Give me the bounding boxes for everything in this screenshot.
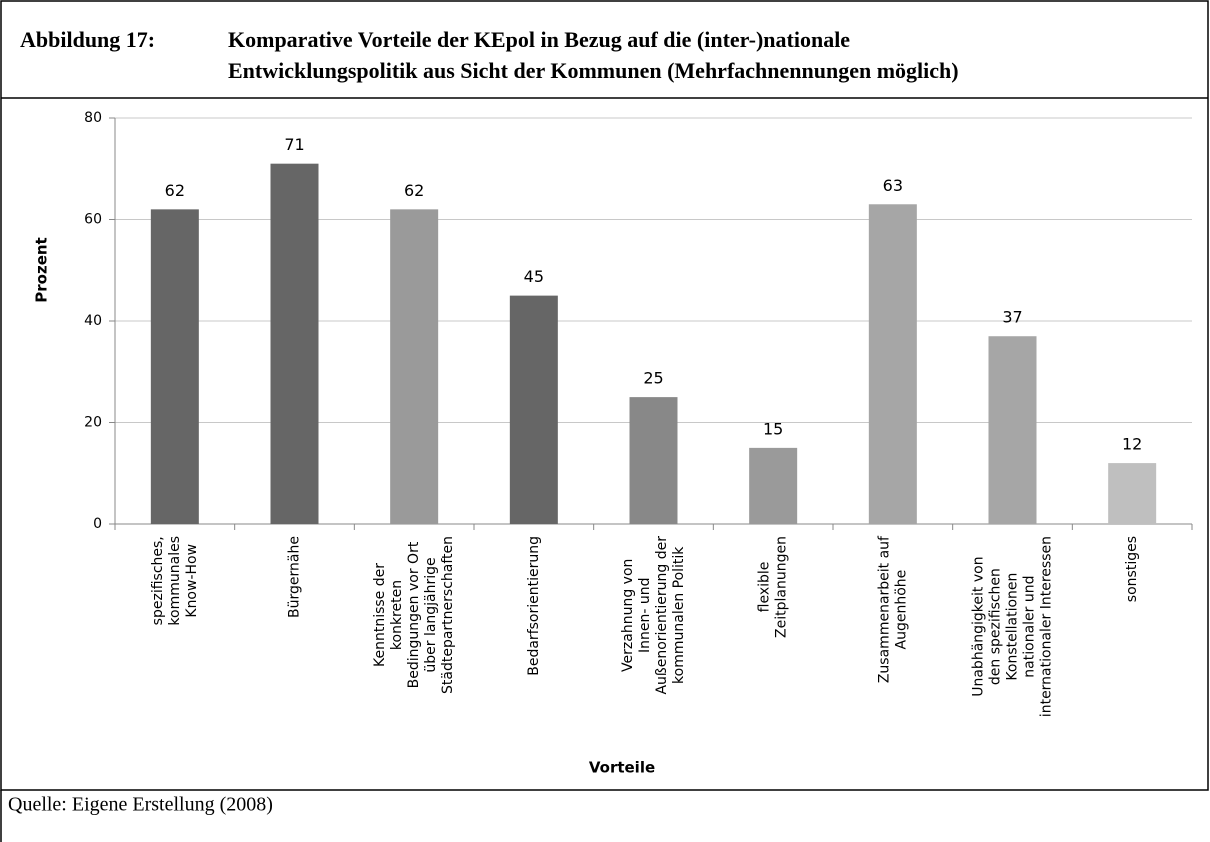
source-note: Quelle: Eigene Erstellung (2008) xyxy=(8,794,273,816)
x-tick-label: Bürgernähe xyxy=(287,536,303,618)
bar xyxy=(270,163,319,525)
x-tick-label-line: Städtepartnerschaften xyxy=(440,536,456,694)
x-tick-label-line: kommunalen Politik xyxy=(671,546,687,684)
data-label: 63 xyxy=(883,176,903,195)
data-label: 62 xyxy=(404,181,424,200)
x-tick-label-line: Zeitplanungen xyxy=(774,536,790,638)
bar xyxy=(868,204,917,524)
y-tick-label: 40 xyxy=(84,313,102,329)
bar xyxy=(629,397,678,524)
x-tick-label: Unabhängigkeit vonden spezifischenKonste… xyxy=(971,536,1055,717)
x-tick-label: flexibleZeitplanungen xyxy=(757,536,790,638)
bar xyxy=(749,447,798,524)
figure-frame xyxy=(0,0,1209,791)
data-label: 15 xyxy=(763,419,783,438)
x-tick-label-line: kommunales xyxy=(167,536,183,626)
x-tick-label-line: nationaler und xyxy=(1022,575,1038,677)
x-tick-label-line: Bürgernähe xyxy=(287,536,303,618)
x-tick-label-line: spezifisches, xyxy=(150,536,166,625)
x-tick-label-line: über langjährige xyxy=(423,557,439,672)
data-label: 12 xyxy=(1122,435,1142,454)
data-label: 62 xyxy=(165,181,185,200)
x-tick-label: sonstiges xyxy=(1124,536,1140,602)
x-tick-label-line: den spezifischen xyxy=(988,568,1004,685)
x-tick-label-line: Konstellationen xyxy=(1005,573,1021,681)
x-tick-label-line: Know-How xyxy=(184,544,200,618)
y-tick-label: 80 xyxy=(84,110,102,126)
x-tick-label-line: Innen- und xyxy=(637,578,653,654)
figure-label: Abbildung 17: xyxy=(20,27,155,52)
x-axis-label: Vorteile xyxy=(589,759,655,777)
bar xyxy=(390,209,439,524)
y-tick-label: 0 xyxy=(93,516,102,532)
x-tick-label-line: Außenorientierung der xyxy=(654,536,670,695)
y-tick-label: 60 xyxy=(84,212,102,228)
x-tick-label-line: flexible xyxy=(757,562,773,613)
x-tick-label: spezifisches,kommunalesKnow-How xyxy=(150,536,200,626)
data-label: 25 xyxy=(643,369,663,388)
x-tick-label: Bedarfsorientierung xyxy=(526,536,542,676)
x-tick-label: Zusammenarbeit aufAugenhöhe xyxy=(876,535,909,683)
bar xyxy=(150,209,199,524)
y-tick-label: 20 xyxy=(84,415,102,431)
bar xyxy=(509,295,558,524)
x-tick-label-line: sonstiges xyxy=(1124,536,1140,602)
x-tick-label-line: Bedingungen vor Ort xyxy=(406,541,422,688)
data-label: 71 xyxy=(284,135,304,154)
bar xyxy=(988,336,1037,524)
x-tick-label: Kenntnisse derkonkretenBedingungen vor O… xyxy=(372,536,456,694)
x-tick-label-line: Unabhängigkeit von xyxy=(971,556,987,696)
data-label: 37 xyxy=(1002,308,1022,327)
data-label: 45 xyxy=(524,267,544,286)
x-tick-label-line: Bedarfsorientierung xyxy=(526,536,542,676)
bar xyxy=(1108,463,1157,524)
x-tick-label-line: Zusammenarbeit auf xyxy=(876,535,892,683)
chart-title: Entwicklungspolitik aus Sicht der Kommun… xyxy=(228,58,959,83)
x-tick-label-line: internationaler Interessen xyxy=(1039,536,1055,717)
x-tick-label-line: Augenhöhe xyxy=(893,570,909,650)
x-tick-label-line: Kenntnisse der xyxy=(372,563,388,667)
x-tick-label: Verzahnung vonInnen- undAußenorientierun… xyxy=(620,536,687,695)
chart-title: Komparative Vorteile der KEpol in Bezug … xyxy=(228,27,850,52)
x-tick-label-line: Verzahnung von xyxy=(620,559,636,672)
y-axis-label: Prozent xyxy=(33,237,51,302)
x-tick-label-line: konkreten xyxy=(389,580,405,650)
